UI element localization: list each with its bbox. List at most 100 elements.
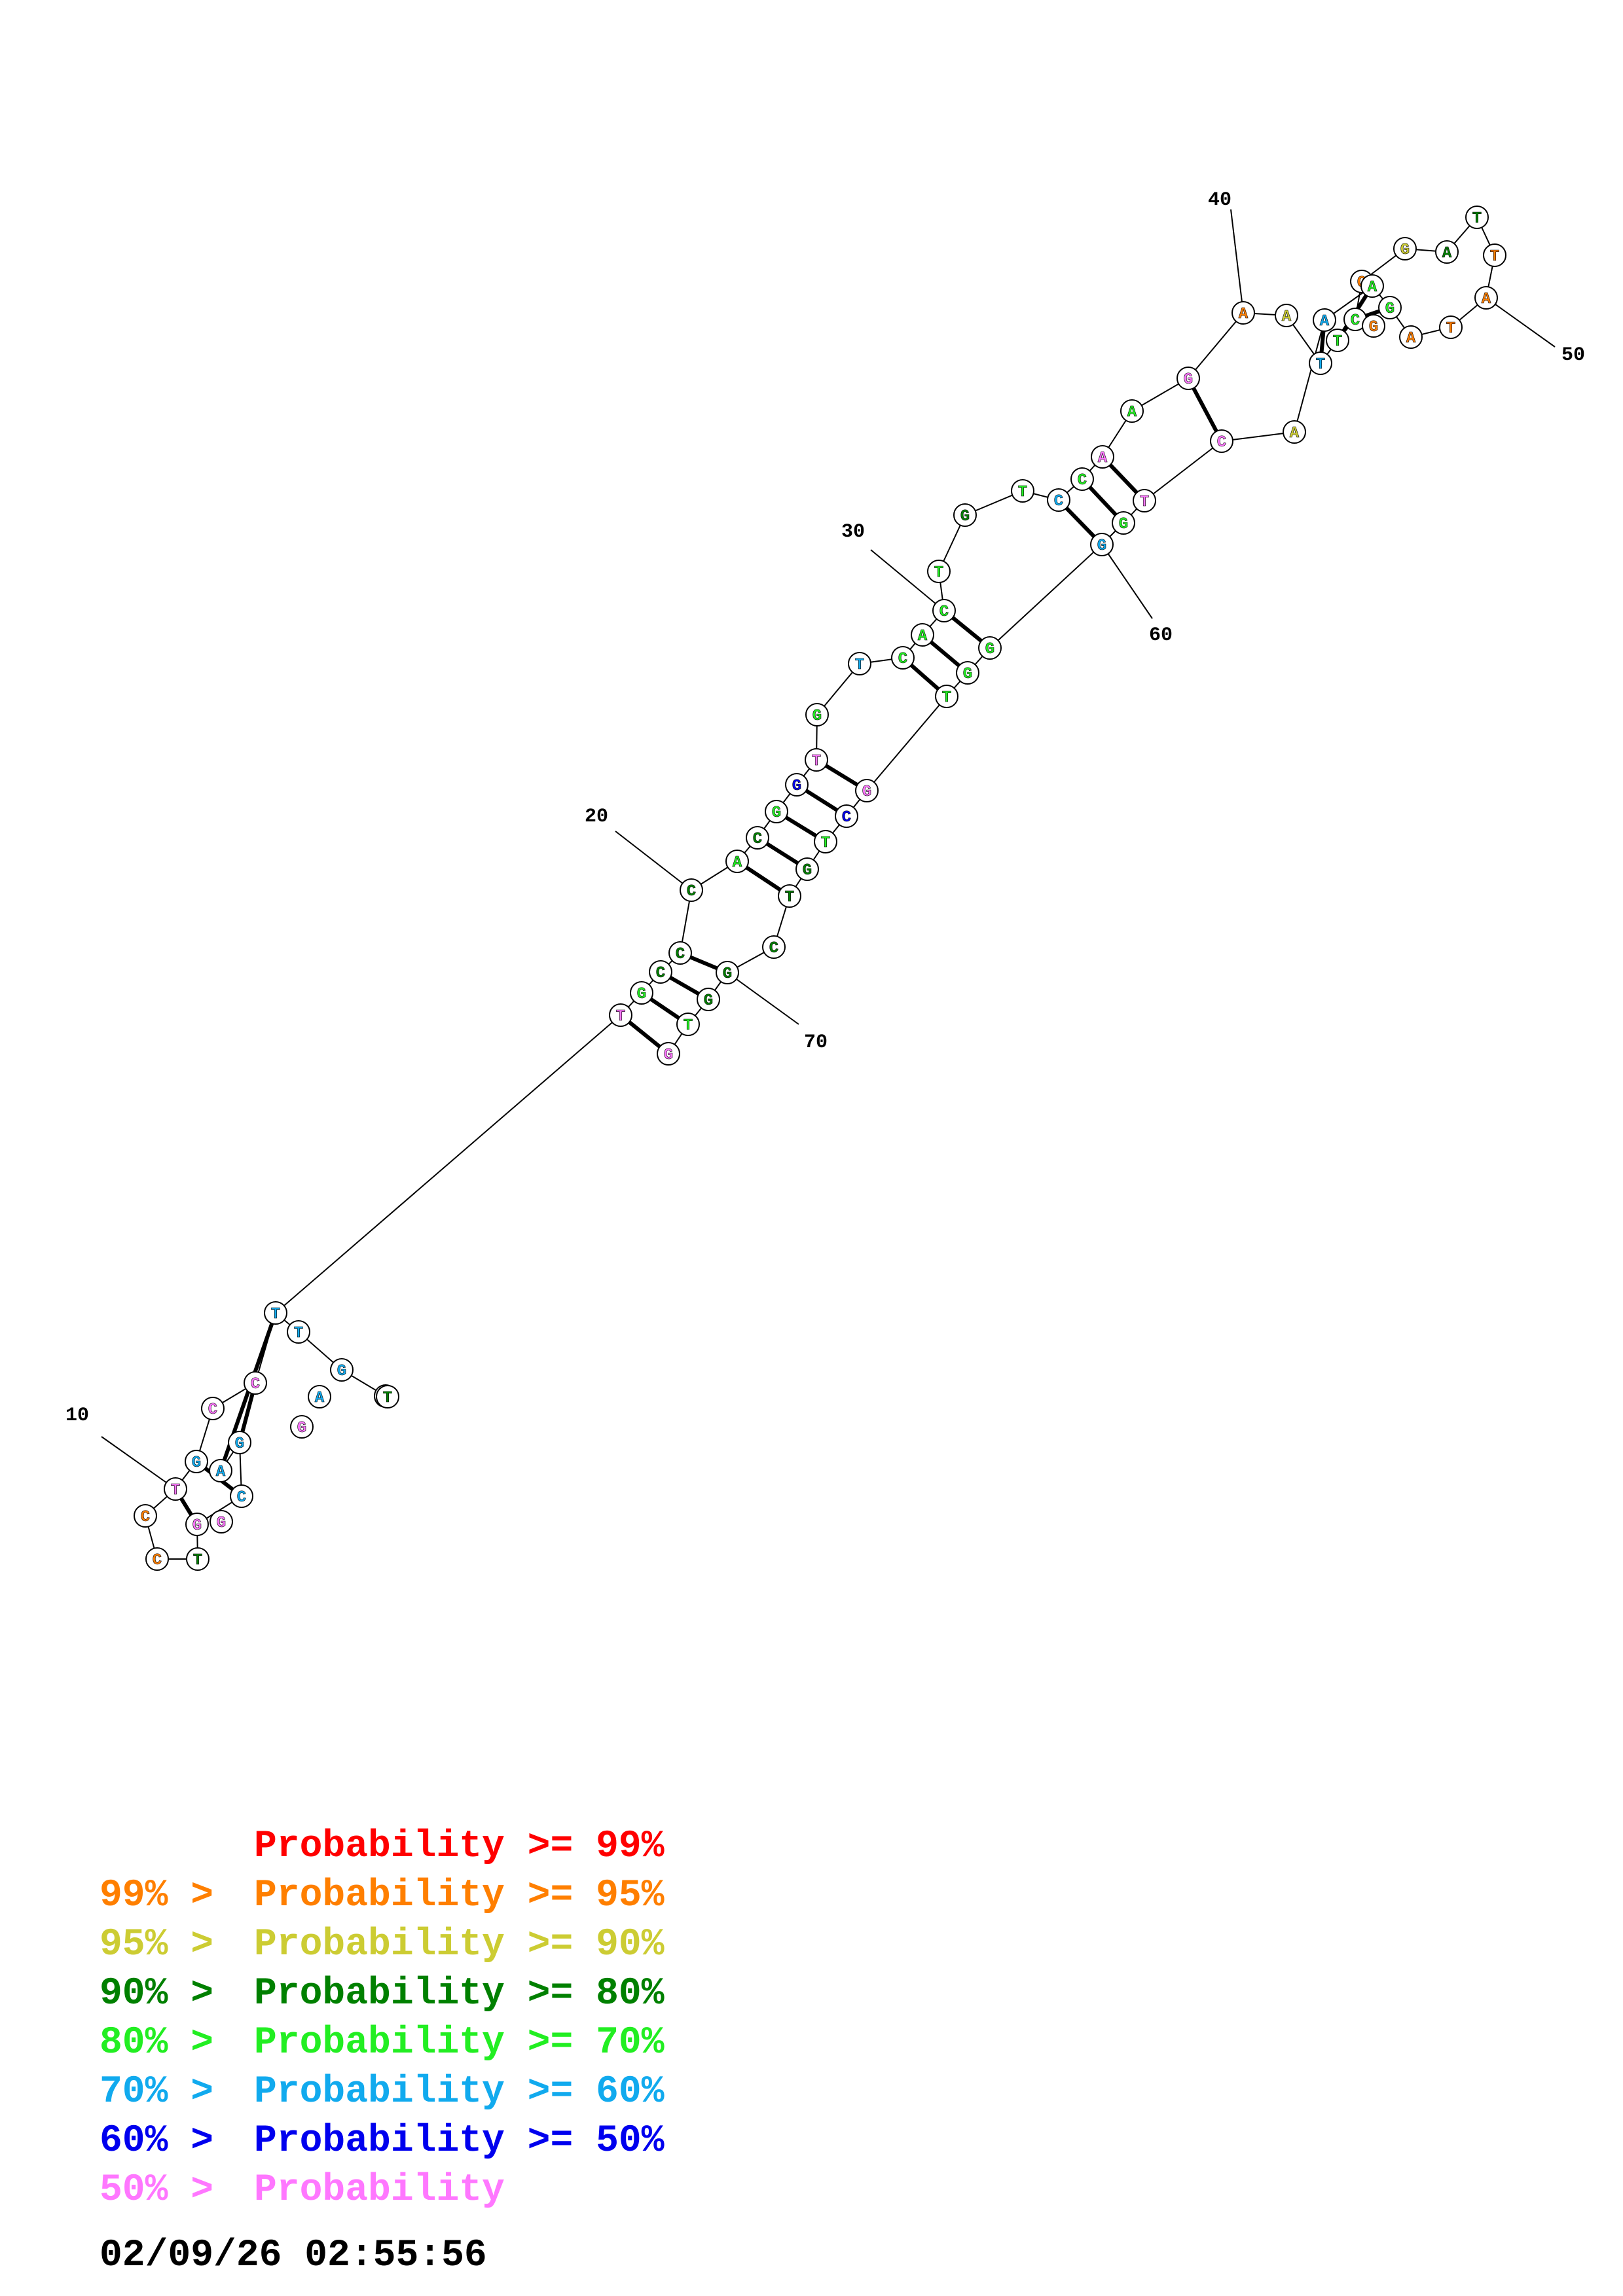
nucleotide-letter: T (1446, 320, 1455, 338)
nucleotide: C (134, 1504, 157, 1528)
nucleotide: C (1343, 308, 1367, 331)
nucleotide-letter: T (942, 689, 951, 707)
nucleotide-letter: C (939, 603, 949, 621)
nucleotide-circle (835, 804, 858, 828)
nucleotide-circle (855, 779, 879, 802)
nucleotide-letter: G (803, 862, 812, 880)
nucleotide-circle (927, 560, 951, 583)
nucleotide-circle (1120, 399, 1144, 423)
nucleotide-letter: G (235, 1435, 244, 1453)
nucleotide-circle (1210, 429, 1233, 453)
nucleotide: T (935, 685, 958, 708)
nucleotide: G (697, 988, 720, 1011)
nucleotide-letter: C (687, 883, 696, 901)
nucleotide: G (1362, 314, 1385, 338)
legend-text: Probability >= 90% (254, 1924, 665, 1966)
nucleotide-circle (228, 1431, 251, 1454)
position-tick (870, 549, 945, 611)
nucleotide-letter: G (960, 508, 970, 526)
nucleotide-circle (680, 878, 703, 902)
position-labels: 10 20 30 40 50 60 70 (65, 189, 1585, 1490)
nucleotide-circle (290, 1415, 314, 1439)
nucleotide-letter: C (1217, 434, 1226, 452)
nucleotide-circle (264, 1301, 287, 1325)
nucleotide-circle (1090, 533, 1114, 556)
nucleotide-letter: A (1368, 279, 1377, 296)
nucleotide: T (805, 748, 828, 772)
nucleotide-letter: T (1316, 356, 1325, 374)
legend-line-p80: 90% > Probability >= 80% (100, 1973, 665, 2015)
position-label: 50 (1561, 344, 1585, 367)
nucleotide-letter: G (862, 783, 871, 801)
nucleotide-letter: A (1442, 245, 1452, 262)
backbone-lines (145, 217, 1495, 1560)
nucleotide: A (1275, 304, 1298, 327)
position-label: 70 (804, 1031, 828, 1054)
nucleotide-circle (805, 748, 828, 772)
nucleotide-letter: A (1127, 404, 1137, 422)
nucleotide: C (230, 1484, 253, 1508)
nucleotide: T (1326, 329, 1349, 352)
backbone-segment (1294, 319, 1325, 433)
nucleotide-circle (762, 935, 786, 959)
nucleotide-letter: C (676, 946, 685, 963)
nucleotide: C (746, 826, 769, 850)
nucleotide: G (716, 961, 739, 984)
nucleotide: G (765, 800, 788, 823)
nucleotide-letter: T (855, 656, 864, 674)
legend-prefix: 80% > (100, 2022, 236, 2064)
nucleotide-letter: A (1482, 291, 1491, 308)
backbone-segment (989, 544, 1103, 649)
legend-text: Probability >= 95% (254, 1874, 665, 1917)
nucleotide-circle (953, 503, 977, 527)
nucleotide-letter: A (1282, 308, 1292, 326)
nucleotide: G (1378, 296, 1402, 319)
nucleotide-circle (1465, 206, 1489, 229)
nucleotide: T (778, 884, 801, 908)
nucleotide: C (1070, 467, 1094, 491)
nucleotide-circle (911, 623, 934, 647)
nucleotide-letter: A (918, 628, 928, 645)
nucleotide-letter: C (656, 965, 665, 982)
nucleotide-letter: T (1472, 210, 1482, 228)
nucleotide-circle (1399, 325, 1423, 349)
nucleotide: C (1047, 488, 1070, 512)
nucleotide: T (1465, 206, 1489, 229)
nucleotide-circle (1091, 445, 1114, 469)
legend-text: Probability >= 80% (254, 1973, 665, 2015)
nucleotide-circle (848, 652, 871, 675)
legend-prefix: 70% > (100, 2071, 236, 2113)
nucleotide-circle (185, 1450, 208, 1473)
nucleotide-letter: G (704, 992, 713, 1010)
nucleotide-circle (778, 884, 801, 908)
nucleotide-letter: G (297, 1420, 306, 1437)
nucleotide-circle (164, 1477, 187, 1501)
probability-legend: Probability >= 99% 99% > Probability >= … (100, 1825, 665, 2277)
nucleotide-letter: C (842, 809, 851, 827)
nucleotide: C (762, 935, 786, 959)
legend-prefix: 99% > (100, 1874, 236, 1917)
nucleotide-letter: T (785, 889, 794, 906)
nucleotide: G (956, 661, 979, 685)
nucleotide: A (1360, 274, 1384, 298)
nucleotide: A (1283, 420, 1306, 444)
nucleotide-circle (676, 1013, 700, 1036)
nucleotide-letter: A (216, 1463, 226, 1481)
nucleotide-letter: A (315, 1390, 325, 1407)
nucleotide: C (835, 804, 858, 828)
nucleotide-letter: C (153, 1552, 162, 1570)
base-pair-bond (1186, 377, 1224, 442)
nucleotide-circle (746, 826, 769, 850)
nucleotide: G (330, 1358, 354, 1382)
nucleotide-circle (1326, 329, 1349, 352)
nucleotide: A (1474, 286, 1498, 310)
nucleotide-letter: T (1333, 333, 1342, 351)
position-label: 30 (841, 521, 865, 543)
nucleotide-circle (1439, 315, 1463, 339)
nucleotide: G (630, 981, 653, 1005)
nucleotide-letter: C (769, 940, 778, 958)
position-label: 20 (585, 806, 608, 828)
nucleotide-circle (1362, 314, 1385, 338)
nucleotide-circle (956, 661, 979, 685)
